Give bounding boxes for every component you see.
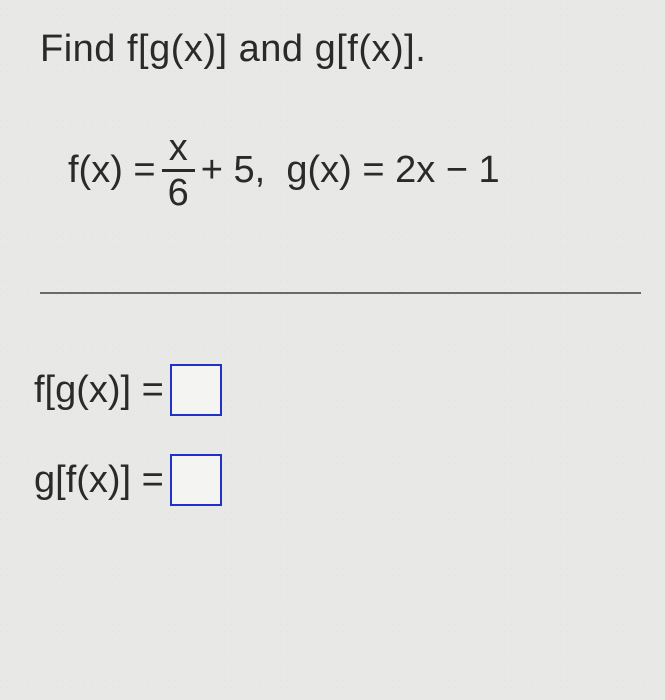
spacer xyxy=(265,149,286,192)
divider-rule xyxy=(40,292,641,294)
fraction-x-over-6: x 6 xyxy=(162,129,195,212)
gf-label: g[f(x)] = xyxy=(34,459,164,502)
gf-input-box[interactable] xyxy=(170,454,222,506)
fraction-denominator: 6 xyxy=(162,172,195,212)
function-definitions: f(x) = x 6 + 5, g(x) = 2x − 1 xyxy=(68,129,641,212)
answer-row-fg: f[g(x)] = xyxy=(34,364,641,416)
answer-row-gf: g[f(x)] = xyxy=(34,454,641,506)
f-rhs-tail: + 5, xyxy=(201,149,265,192)
fraction-numerator: x xyxy=(163,129,194,169)
g-definition: g(x) = 2x − 1 xyxy=(286,149,499,192)
fg-input-box[interactable] xyxy=(170,364,222,416)
fg-label: f[g(x)] = xyxy=(34,369,164,412)
problem-prompt: Find f[g(x)] and g[f(x)]. xyxy=(40,28,641,71)
f-lhs: f(x) = xyxy=(68,149,156,192)
